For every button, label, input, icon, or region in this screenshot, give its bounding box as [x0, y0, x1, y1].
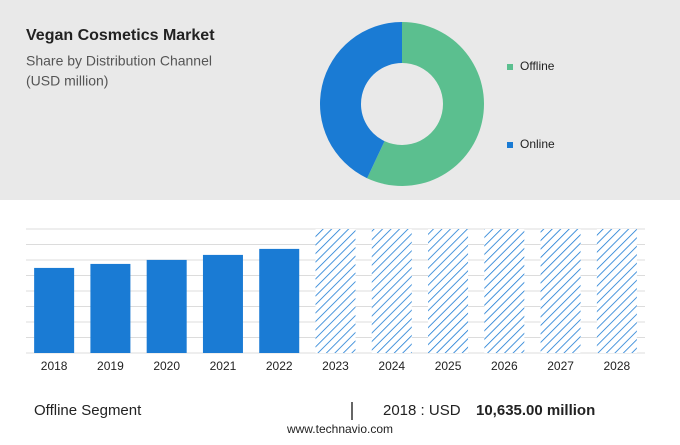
x-tick-label: 2025 — [435, 359, 462, 373]
x-tick-label: 2028 — [604, 359, 631, 373]
x-tick-label: 2021 — [210, 359, 237, 373]
footer-prefix: 2018 : USD — [383, 402, 461, 419]
x-tick-label: 2019 — [97, 359, 124, 373]
source: www.technavio.com — [286, 422, 393, 436]
forecast-placeholder — [315, 229, 356, 353]
bar — [34, 267, 75, 353]
x-tick-label: 2020 — [153, 359, 180, 373]
footer-value: 10,635.00 million — [476, 402, 595, 419]
forecast-placeholder — [484, 229, 525, 353]
bar — [90, 263, 131, 353]
forecast-placeholder — [371, 229, 412, 353]
bar — [202, 254, 243, 353]
legend-label: Offline — [520, 59, 555, 73]
forecast-placeholder — [428, 229, 469, 353]
bar — [146, 259, 187, 353]
x-tick-label: 2022 — [266, 359, 293, 373]
footer-segment: Offline Segment — [34, 402, 142, 419]
donut-slice — [367, 21, 484, 186]
x-tick-label: 2023 — [322, 359, 349, 373]
title: Vegan Cosmetics Market — [26, 27, 215, 44]
x-tick-label: 2026 — [491, 359, 518, 373]
legend-marker — [507, 142, 513, 148]
forecast-placeholder — [540, 229, 581, 353]
donut-slice — [320, 22, 402, 179]
x-tick-label: 2024 — [378, 359, 405, 373]
x-tick-label: 2027 — [547, 359, 574, 373]
unit: (USD million) — [26, 73, 108, 89]
subtitle: Share by Distribution Channel — [26, 53, 212, 69]
legend-marker — [507, 64, 513, 70]
forecast-placeholder — [596, 229, 637, 353]
legend-label: Online — [520, 137, 555, 151]
bar — [259, 248, 300, 353]
x-tick-label: 2018 — [41, 359, 68, 373]
